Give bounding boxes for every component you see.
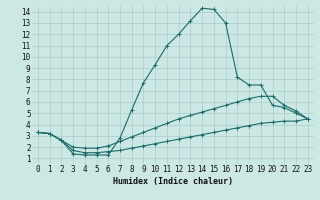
- X-axis label: Humidex (Indice chaleur): Humidex (Indice chaleur): [113, 177, 233, 186]
